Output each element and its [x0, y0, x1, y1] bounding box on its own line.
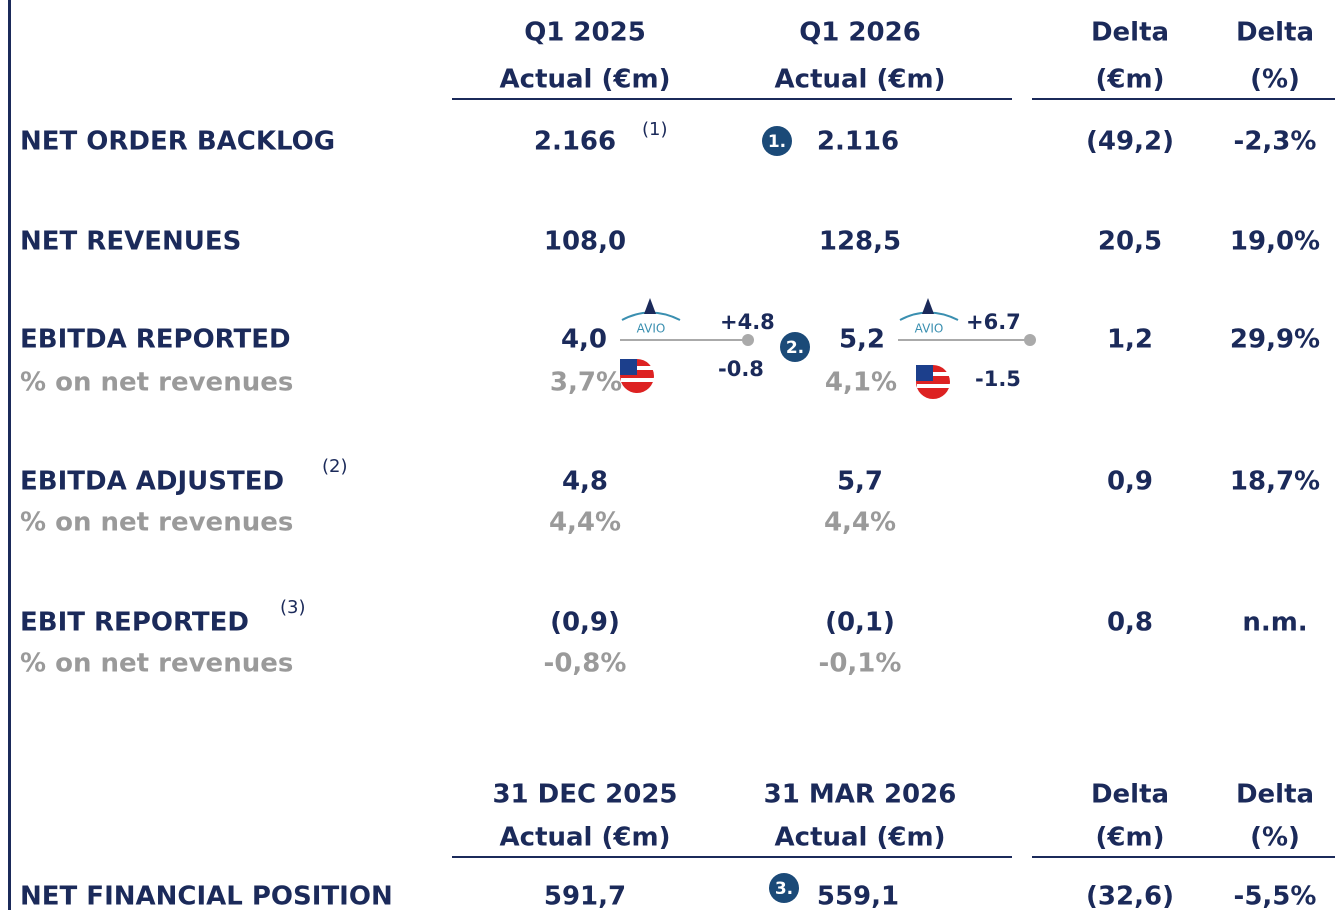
flag-stripe — [637, 366, 654, 370]
column-unit: (€m) — [1096, 823, 1165, 853]
column-unit: (%) — [1250, 65, 1300, 95]
badge-text: 3. — [775, 879, 793, 899]
value: 29,9% — [1230, 325, 1320, 355]
value: (0,9) — [550, 608, 620, 638]
bridge-up: +4.8 — [720, 310, 775, 334]
header-2: 31 DEC 2025 Actual (€m) 31 MAR 2026 Actual … — [492, 780, 1314, 853]
sub-value: -0,8% — [544, 649, 627, 679]
sub-value: 4,4% — [549, 508, 621, 538]
badge-text: 1. — [768, 132, 786, 152]
column-unit: Actual (€m) — [775, 823, 946, 853]
bridge-dot — [742, 334, 754, 346]
value: 18,7% — [1230, 467, 1320, 497]
value: 5,7 — [837, 467, 883, 497]
logo-text: AVIO — [637, 322, 666, 336]
sub-label: % on net revenues — [20, 508, 293, 538]
value: (49,2) — [1086, 127, 1174, 157]
left-bar — [8, 0, 11, 910]
sub-label: % on net revenues — [20, 368, 293, 398]
logo-mark — [922, 298, 934, 314]
value: -5,5% — [1234, 882, 1317, 910]
value: 108,0 — [544, 227, 626, 257]
column-title: 31 MAR 2026 — [764, 780, 957, 810]
logo-text: AVIO — [915, 322, 944, 336]
value: 0,9 — [1107, 467, 1153, 497]
column-unit: Actual (€m) — [775, 65, 946, 95]
flag-canton — [620, 359, 637, 375]
column-title: Delta — [1091, 18, 1169, 48]
bridge-down: -1.5 — [975, 367, 1021, 391]
sub-value: -0,1% — [819, 649, 902, 679]
row-label: EBITDA REPORTED — [20, 325, 291, 355]
bridge-dot — [1024, 334, 1036, 346]
value: 19,0% — [1230, 227, 1320, 257]
row-label: EBITDA ADJUSTED — [20, 467, 284, 497]
row-label: NET FINANCIAL POSITION — [20, 882, 393, 910]
column-title: Q1 2025 — [524, 18, 646, 48]
footnote: (1) — [642, 119, 668, 140]
row-label: EBIT REPORTED — [20, 608, 249, 638]
flag-canton — [916, 365, 933, 381]
flag-stripe — [917, 384, 950, 388]
footnote: (2) — [322, 456, 348, 477]
flag-stripe — [933, 372, 950, 376]
value: 0,8 — [1107, 608, 1153, 638]
bridge: AVIO +4.8 -0.8 — [620, 298, 775, 393]
value: (0,1) — [825, 608, 895, 638]
sub-value: 3,7% — [550, 368, 622, 398]
sub-value: 4,4% — [824, 508, 896, 538]
bridge: AVIO +6.7 -1.5 — [898, 298, 1036, 399]
badge-text: 2. — [786, 338, 804, 358]
column-unit: Actual (€m) — [500, 823, 671, 853]
bridge-down: -0.8 — [718, 357, 764, 381]
value: (32,6) — [1086, 882, 1174, 910]
flag-stripe — [621, 378, 654, 382]
header-1: Q1 2025 Actual (€m) Q1 2026 Actual (€m) Delt… — [500, 18, 1315, 95]
value: -2,3% — [1234, 127, 1317, 157]
sub-label: % on net revenues — [20, 649, 293, 679]
column-title: 31 DEC 2025 — [492, 780, 677, 810]
column-title: Q1 2026 — [799, 18, 921, 48]
badge — [780, 332, 810, 362]
value: 20,5 — [1098, 227, 1162, 257]
value: 4,0 — [561, 325, 607, 355]
footnote: (3) — [280, 597, 306, 618]
value: 2.166 — [534, 127, 616, 157]
column-title: Delta — [1236, 18, 1314, 48]
sub-value: 4,1% — [825, 368, 897, 398]
column-title: Delta — [1091, 780, 1169, 810]
row-label: NET ORDER BACKLOG — [20, 127, 335, 157]
badge — [769, 873, 799, 903]
value: 5,2 — [839, 325, 885, 355]
column-unit: (€m) — [1096, 65, 1165, 95]
column-title: Delta — [1236, 780, 1314, 810]
value: 4,8 — [562, 467, 608, 497]
column-unit: Actual (€m) — [500, 65, 671, 95]
value: 2.116 — [817, 127, 899, 157]
value: 591,7 — [544, 882, 626, 910]
logo-mark — [644, 298, 656, 314]
value: 1,2 — [1107, 325, 1153, 355]
value: 128,5 — [819, 227, 901, 257]
value: 559,1 — [817, 882, 899, 910]
bridge-up: +6.7 — [966, 310, 1021, 334]
value: n.m. — [1242, 608, 1307, 638]
column-unit: (%) — [1250, 823, 1300, 853]
badge — [762, 126, 792, 156]
row-label: NET REVENUES — [20, 227, 241, 257]
